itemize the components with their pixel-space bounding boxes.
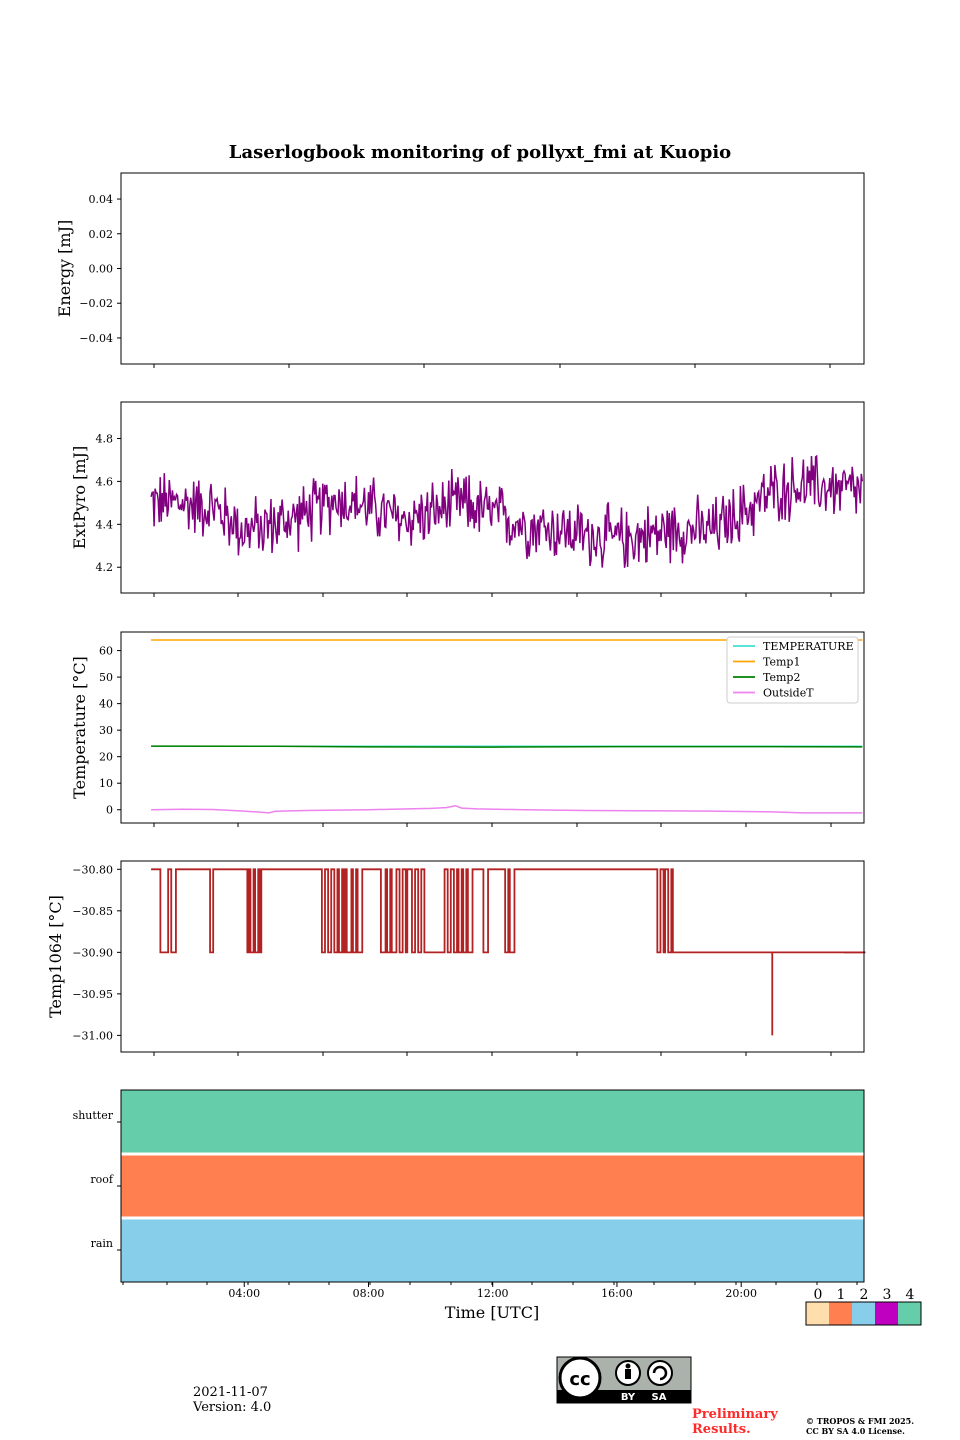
footer-date: 2021-11-07 xyxy=(193,1385,268,1400)
series-outsidet xyxy=(151,805,863,814)
x-tick-label: 12:00 xyxy=(477,1287,509,1300)
x-tick-label: 08:00 xyxy=(353,1287,385,1300)
y-tick-label: 4.6 xyxy=(96,475,114,488)
colorbar-label: 4 xyxy=(906,1287,915,1303)
status-row-roof xyxy=(121,1154,864,1218)
y-tick-label: 30 xyxy=(99,724,113,737)
y-axis-title: Temp1064 [°C] xyxy=(46,895,65,1018)
panel-2: 4.8 4.6 4.4 4.2 ExtPyro [mJ] xyxy=(70,401,865,597)
status-row-label: roof xyxy=(90,1173,114,1186)
x-axis-title: Time [UTC] xyxy=(445,1303,539,1322)
y-tick-label: −30.90 xyxy=(72,946,113,959)
x-tick-label: 16:00 xyxy=(601,1287,633,1300)
y-axis-title: Temperature [°C] xyxy=(70,656,89,799)
cc-icon-text: cc xyxy=(569,1369,590,1390)
status-row-shutter xyxy=(121,1090,864,1154)
colorbar-swatch xyxy=(829,1302,852,1325)
copyright-line1: © TROPOS & FMI 2025. xyxy=(806,1416,914,1426)
footer-version: Version: 4.0 xyxy=(192,1400,271,1415)
colorbar-swatch xyxy=(806,1302,829,1325)
y-tick-label: −30.95 xyxy=(72,988,113,1001)
copyright-line2: CC BY SA 4.0 License. xyxy=(806,1426,905,1436)
sa-label: SA xyxy=(652,1392,667,1403)
y-tick-label: −30.85 xyxy=(72,905,113,918)
status-row-label: rain xyxy=(91,1237,113,1250)
axes-frame xyxy=(120,172,865,365)
y-tick-label: 0.02 xyxy=(89,228,114,241)
preliminary-line1: Preliminary xyxy=(692,1407,778,1422)
y-tick-label: 20 xyxy=(99,751,113,764)
panel-1: 0.04 0.02 0.00 −0.02 −0.04 Energy [mJ] xyxy=(55,172,865,368)
x-tick-label: 04:00 xyxy=(228,1287,260,1300)
status-row-label: shutter xyxy=(73,1109,114,1122)
colorbar-label: 0 xyxy=(814,1287,823,1303)
cc-license-logo: cc BY SA xyxy=(556,1356,692,1404)
chart-title: Laserlogbook monitoring of pollyxt_fmi a… xyxy=(229,142,731,163)
x-tick-label: 20:00 xyxy=(725,1287,757,1300)
series-temp2 xyxy=(151,745,863,748)
series-temp1064 xyxy=(151,868,866,954)
y-tick-label: 0 xyxy=(106,804,113,817)
colorbar-label: 1 xyxy=(837,1287,846,1303)
axes-frame xyxy=(120,1089,865,1283)
legend-label: Temp1 xyxy=(763,656,800,669)
y-axis-title: ExtPyro [mJ] xyxy=(70,446,89,549)
colorbar-label: 3 xyxy=(883,1287,892,1303)
status-row-rain xyxy=(121,1218,864,1282)
y-tick-label: 40 xyxy=(99,698,113,711)
panel-4: −30.80 −30.85 −30.90 −30.95 −31.00 Temp1064 [… xyxy=(46,860,866,1056)
y-tick-label: −0.02 xyxy=(79,297,113,310)
sa-share-icon xyxy=(647,1360,673,1386)
legend: TEMPERATURE Temp1 Temp2 OutsideT xyxy=(726,636,859,704)
y-tick-label: −30.80 xyxy=(72,863,113,876)
y-tick-label: 60 xyxy=(99,645,113,658)
y-axis-title: Energy [mJ] xyxy=(55,220,74,318)
y-tick-label: 0.04 xyxy=(89,193,114,206)
axes-frame xyxy=(120,631,865,824)
colorbar-swatch xyxy=(898,1302,921,1325)
y-tick-label: 4.4 xyxy=(96,518,114,531)
y-tick-label: 50 xyxy=(99,671,113,684)
panel-5: shutter roof rain 04:00 08:00 12:00 16:00 20:00 xyxy=(73,1089,865,1300)
by-label: BY xyxy=(621,1392,636,1403)
axes-frame xyxy=(120,401,865,594)
legend-label: OutsideT xyxy=(763,687,814,700)
y-tick-label: −0.04 xyxy=(79,332,113,345)
colorbar-label: 2 xyxy=(860,1287,869,1303)
cc-icon xyxy=(558,1356,602,1400)
y-tick-label: −31.00 xyxy=(72,1029,113,1042)
series-extpyro xyxy=(150,454,864,568)
y-tick-label: 4.8 xyxy=(96,432,114,445)
legend-label: TEMPERATURE xyxy=(763,640,854,653)
axes-frame xyxy=(120,860,865,1053)
colorbar-swatch xyxy=(875,1302,898,1325)
colorbar-swatch xyxy=(852,1302,875,1325)
y-tick-label: 10 xyxy=(99,777,113,790)
legend-label: Temp2 xyxy=(763,671,800,684)
panel-3: 60 50 40 30 20 10 0 Temperature [°C] TEMPERATURE… xyxy=(70,631,865,827)
y-tick-label: 0.00 xyxy=(89,263,114,276)
colorbar-frame xyxy=(805,1301,922,1326)
preliminary-line2: Results. xyxy=(692,1422,751,1437)
y-tick-label: 4.2 xyxy=(96,561,114,574)
